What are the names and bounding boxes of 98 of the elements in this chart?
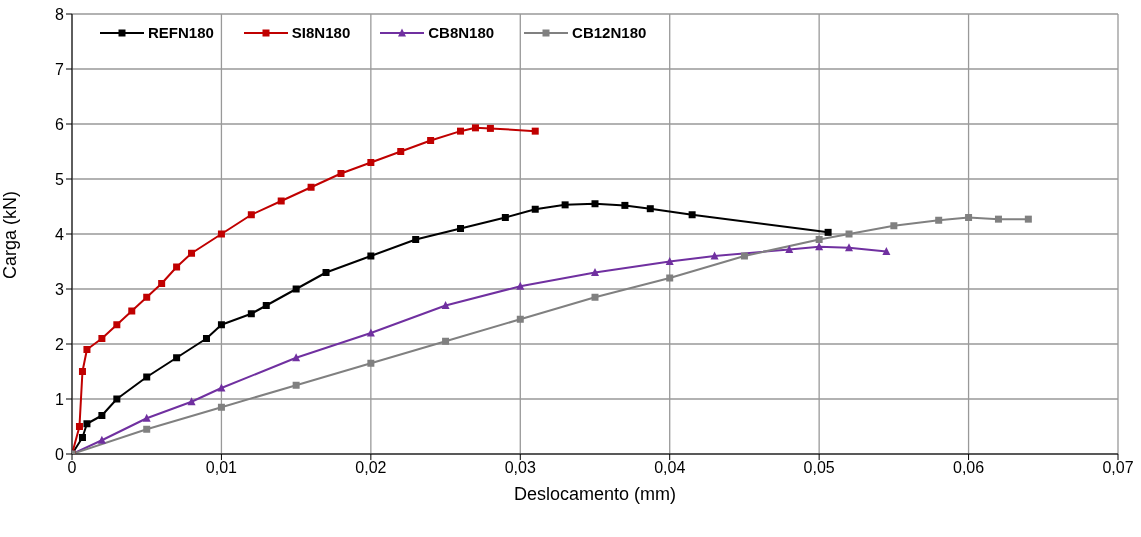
point (187, 397, 196, 406)
point (646, 205, 654, 213)
point (965, 214, 973, 221)
point (665, 257, 674, 265)
point (307, 183, 315, 191)
legend-label: REFN180 (148, 24, 214, 41)
point (441, 301, 450, 309)
point (337, 170, 345, 177)
point (531, 127, 539, 135)
point (815, 242, 824, 251)
point (666, 274, 674, 282)
point (457, 127, 465, 135)
point (322, 269, 330, 276)
x-axis-title: Deslocamento (mm) (513, 484, 677, 504)
y-tick-label: 3 (55, 280, 65, 298)
point (366, 328, 375, 337)
point (457, 225, 465, 232)
point (143, 373, 151, 381)
point (824, 228, 832, 236)
point (83, 420, 91, 428)
y-tick-label: 7 (55, 60, 65, 78)
point (75, 423, 83, 430)
point (531, 205, 539, 213)
point (561, 201, 569, 209)
x-tick-label: 0,04 (654, 459, 686, 477)
point (486, 124, 494, 132)
point (427, 137, 435, 144)
point (173, 263, 181, 271)
point (882, 247, 891, 256)
point (710, 251, 719, 260)
point (367, 159, 375, 166)
y-tick-label: 6 (55, 115, 65, 133)
y-tick-label: 8 (55, 5, 65, 23)
x-tick-label: 0,03 (504, 459, 536, 477)
point (247, 211, 255, 219)
point (143, 425, 151, 433)
point (397, 148, 405, 155)
point (501, 214, 509, 221)
x-tick-label: 0,05 (803, 459, 835, 477)
point (98, 335, 106, 342)
point (188, 249, 196, 257)
point (113, 395, 121, 403)
point (442, 337, 450, 345)
x-tick-label: 0 (67, 459, 77, 477)
point (516, 281, 525, 290)
y-tick-label: 2 (55, 335, 65, 353)
point (591, 293, 599, 301)
x-tick-label: 0,06 (953, 459, 985, 477)
point (202, 335, 210, 342)
point (1024, 215, 1032, 223)
legend-label: CB12N180 (572, 24, 647, 41)
point (98, 412, 106, 419)
point (277, 197, 285, 205)
point (97, 435, 106, 444)
point (143, 293, 151, 301)
point (845, 230, 853, 238)
y-tick-label: 0 (55, 445, 65, 463)
point (785, 244, 794, 253)
y-tick-label: 4 (55, 225, 65, 243)
point (591, 200, 599, 208)
point (78, 434, 86, 441)
point (292, 285, 300, 293)
x-tick-label: 0,01 (205, 459, 238, 477)
legend-label: SI8N180 (291, 24, 351, 41)
point (994, 215, 1002, 223)
point (292, 381, 300, 389)
point (740, 252, 748, 260)
point (217, 321, 225, 329)
point (173, 354, 181, 362)
point (113, 321, 121, 329)
point (83, 346, 91, 353)
point (471, 124, 479, 132)
point (890, 222, 898, 230)
point (367, 359, 375, 367)
x-tick-label: 0,07 (1102, 459, 1134, 477)
point (935, 216, 943, 224)
y-tick-label: 5 (55, 170, 65, 188)
point (217, 383, 226, 392)
y-axis-title: Carga (kN) (0, 190, 21, 279)
legend-label: CB8N180 (428, 24, 495, 41)
point (247, 310, 255, 318)
point (217, 230, 225, 238)
y-tick-label: 1 (55, 390, 65, 408)
point (128, 307, 136, 315)
point (158, 280, 166, 287)
x-tick-label: 0,02 (355, 459, 387, 477)
point (516, 315, 524, 323)
point (217, 403, 225, 411)
point (815, 236, 823, 243)
point (367, 252, 375, 260)
point (78, 368, 86, 375)
point (591, 268, 599, 276)
point (412, 236, 420, 243)
point (262, 302, 270, 309)
point (688, 211, 696, 219)
point (845, 243, 854, 252)
point (142, 413, 151, 422)
point (621, 201, 629, 209)
